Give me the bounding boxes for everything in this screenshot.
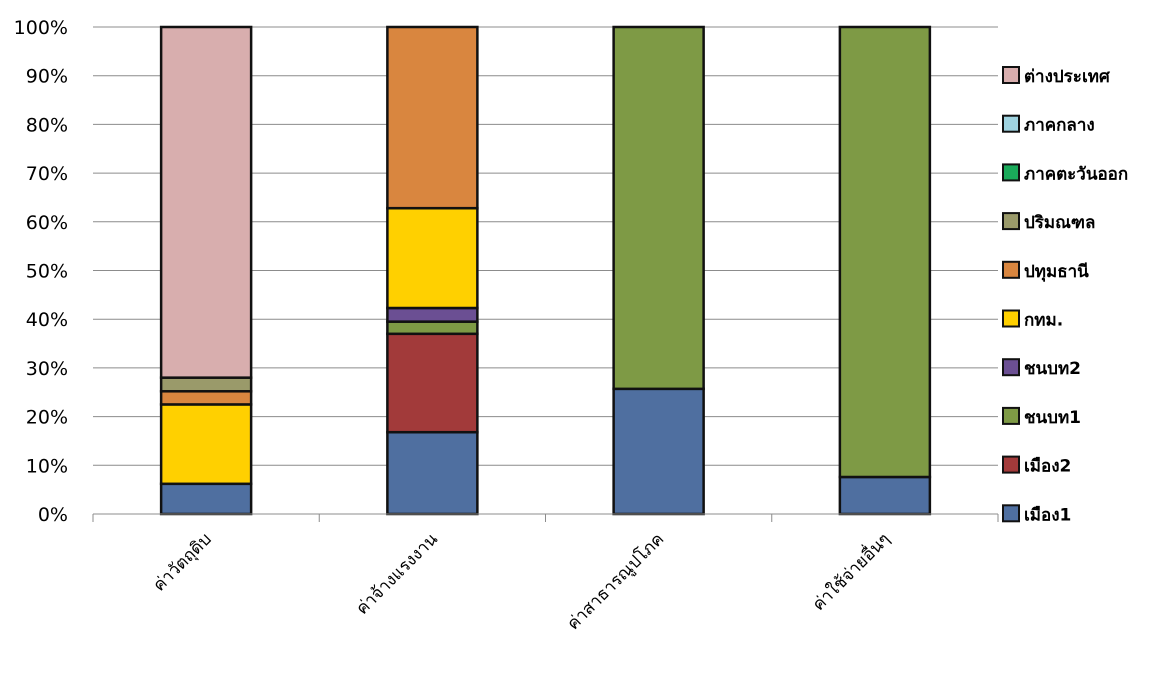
legend-swatch (1002, 358, 1020, 377)
y-tick-label: 70% (26, 163, 68, 185)
x-category-label: ค่าวัตถุดิบ (149, 529, 215, 595)
bar-segment (159, 376, 253, 393)
bar-segment (159, 25, 253, 379)
legend-swatch (1002, 504, 1020, 523)
legend-swatch (1002, 309, 1020, 328)
y-tick-label: 20% (26, 407, 68, 429)
legend-item: ปริมณฑล (1002, 212, 1095, 233)
legend-label: ต่างประเทศ (1024, 67, 1111, 87)
legend-item: ชนบท1 (1002, 406, 1081, 428)
legend-label: กทม. (1024, 311, 1063, 331)
legend-item: กทม. (1002, 309, 1063, 331)
legend-label: ปริมณฑล (1024, 213, 1095, 233)
y-axis-tick-labels: 0% 10% 20% 30% 40% 50% 60% 70% 80% 90% 100% (14, 17, 68, 526)
legend-swatch (1002, 66, 1020, 84)
bar-segment (159, 482, 253, 516)
y-tick-label: 0% (38, 504, 68, 526)
legend-item: ภาคกลาง (1002, 114, 1095, 136)
y-tick-label: 100% (14, 17, 68, 39)
bar-segment (386, 206, 479, 310)
legend-swatch (1002, 163, 1020, 182)
bar-segment (159, 390, 253, 406)
x-category-label: ค่าใช้จ่ายอื่นๆ (807, 527, 895, 615)
y-tick-label: 10% (26, 455, 68, 477)
x-category-label: ค่าสาธารณูปโภค (563, 529, 668, 634)
y-tick-label: 30% (26, 358, 68, 380)
bar-segment (612, 25, 705, 391)
bar-segment (386, 320, 479, 336)
bar-segment (838, 475, 932, 516)
bar-segment (159, 403, 253, 486)
x-axis-category-labels: ค่าวัตถุดิบ ค่าจ้างแรงงาน ค่าสาธารณูปโภค ค่… (149, 527, 894, 634)
legend-swatch (1002, 260, 1020, 279)
legend-label: ชนบท2 (1024, 359, 1081, 379)
legend-swatch (1002, 406, 1020, 425)
legend-item: เมือง1 (1002, 504, 1071, 525)
legend-swatch (1002, 455, 1020, 474)
legend-label: ภาคตะวันออก (1024, 164, 1128, 184)
legend-item: ปทุมธานี (1002, 260, 1089, 282)
legend-label: ภาคกลาง (1024, 116, 1095, 136)
bar-segment (386, 306, 479, 323)
legend-label: ปทุมธานี (1024, 261, 1089, 282)
legend-swatch (1002, 114, 1020, 133)
legend-label: เมือง1 (1024, 504, 1071, 525)
bar-segment (386, 25, 479, 210)
bar-segment (386, 332, 479, 434)
legend-item: ต่างประเทศ (1002, 66, 1111, 87)
bar-stacks (159, 25, 932, 516)
legend-item: เมือง2 (1002, 455, 1071, 477)
y-tick-label: 60% (26, 212, 68, 234)
bar-segment (386, 430, 479, 516)
legend-label: เมือง2 (1024, 456, 1071, 477)
legend-swatch (1002, 212, 1020, 231)
legend-item: ชนบท2 (1002, 358, 1081, 379)
bar-segment (612, 387, 705, 516)
legend: ต่างประเทศภาคกลางภาคตะวันออกปริมณฑลปทุมธ… (1002, 66, 1128, 525)
y-tick-label: 40% (26, 309, 68, 331)
y-tick-label: 90% (26, 66, 68, 88)
y-tick-label: 80% (26, 114, 68, 136)
legend-label: ชนบท1 (1024, 408, 1081, 428)
x-axis (92, 513, 999, 522)
y-tick-label: 50% (26, 261, 68, 283)
x-category-label: ค่าจ้างแรงงาน (352, 529, 442, 619)
legend-item: ภาคตะวันออก (1002, 163, 1128, 184)
bar-segment (838, 25, 932, 479)
